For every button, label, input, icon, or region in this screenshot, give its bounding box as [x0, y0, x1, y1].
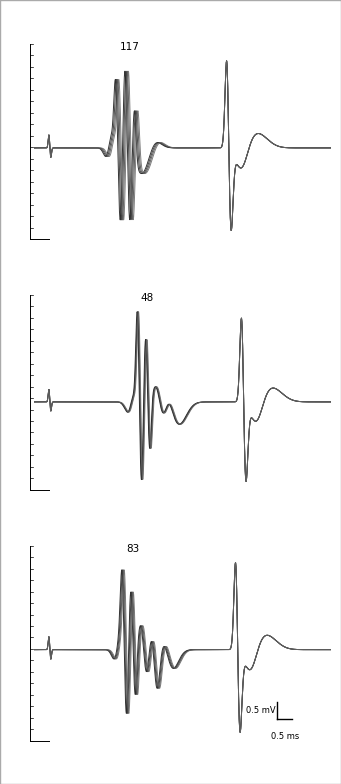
Text: 83: 83 — [126, 544, 139, 554]
Text: 0.5 mV: 0.5 mV — [246, 706, 276, 715]
Text: 0.5 ms: 0.5 ms — [271, 732, 299, 741]
Text: 117: 117 — [120, 42, 140, 53]
Text: 48: 48 — [141, 293, 154, 303]
